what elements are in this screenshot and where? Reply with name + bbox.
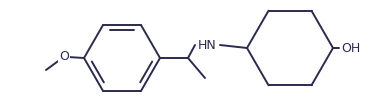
Text: OH: OH [341,42,360,55]
Text: O: O [59,50,69,62]
Text: HN: HN [198,39,216,52]
